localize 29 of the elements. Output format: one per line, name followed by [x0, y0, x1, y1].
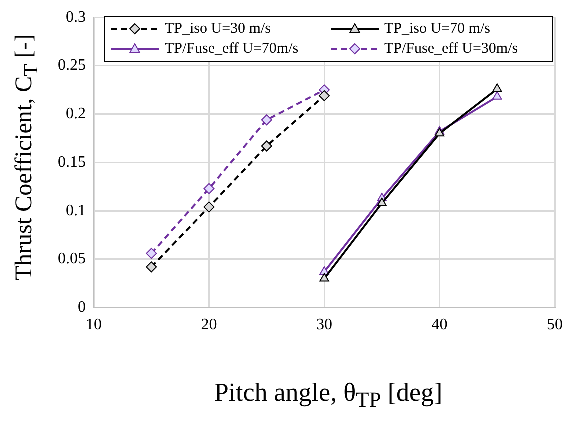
x-tick-label: 30 [316, 316, 332, 334]
point [261, 140, 272, 152]
legend-label: TP/Fuse_eff U=70m/s [165, 40, 299, 58]
y-tick-label: 0.15 [58, 154, 86, 171]
y-tick-label: 0.05 [58, 250, 86, 268]
point [492, 84, 502, 92]
point [320, 273, 330, 282]
x-tick-label: 50 [547, 316, 563, 334]
x-tick-label: 20 [201, 316, 218, 334]
point [319, 90, 330, 102]
legend-label: TP_iso U=70 m/s [384, 20, 490, 38]
x-tick-label: 40 [432, 316, 448, 334]
point [146, 262, 158, 273]
y-tick-label: 0.25 [58, 57, 86, 74]
x-tick-label: 10 [86, 316, 102, 334]
point [434, 128, 445, 137]
legend-label: TP/Fuse_eff U=30m/s [384, 40, 518, 58]
point [492, 91, 502, 100]
x-axis-title: Pitch angle, θ$_{TP}$ [deg] [213, 378, 444, 414]
y-tick-label: 0 [78, 299, 86, 316]
point [204, 202, 215, 213]
y-tick-label: 0.1 [66, 202, 86, 220]
point [377, 198, 387, 206]
point [261, 114, 272, 126]
y-tick-label: 0.3 [66, 8, 86, 26]
point [204, 183, 215, 194]
y-tick-label: 0.2 [66, 106, 86, 123]
point [146, 248, 158, 260]
legend-label: TP_iso U=30 m/s [165, 20, 271, 38]
